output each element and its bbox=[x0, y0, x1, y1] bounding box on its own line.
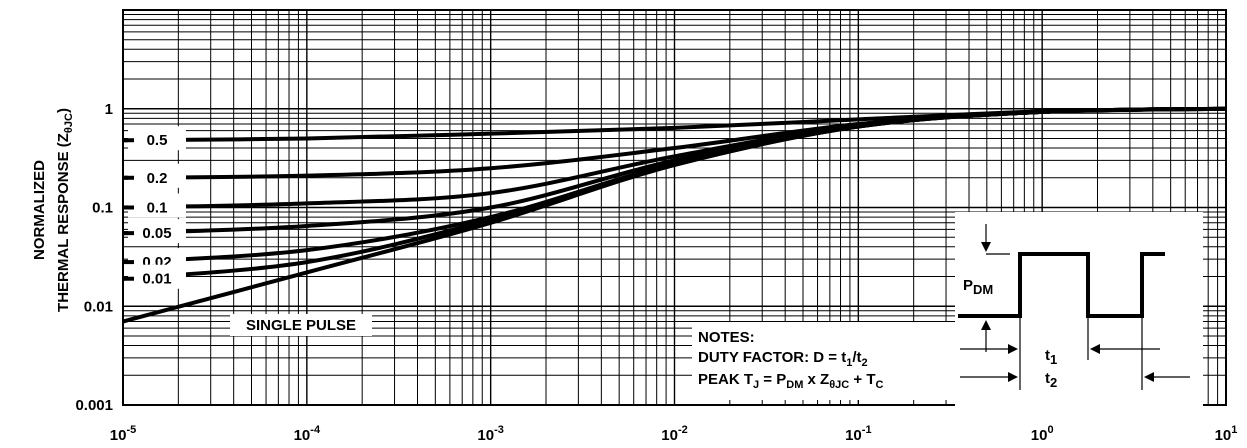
x-tick-label: 10-3 bbox=[477, 424, 503, 444]
duty-text: DUTY FACTOR: D = t bbox=[698, 349, 846, 366]
duty-sub2: 2 bbox=[862, 357, 868, 369]
x-tick-exp: -1 bbox=[862, 424, 872, 436]
x-tick-exp: 1 bbox=[1231, 424, 1237, 436]
x-tick-exp: -4 bbox=[310, 424, 321, 436]
x-tick-exp: -5 bbox=[126, 424, 136, 436]
y-tick-label: 0.001 bbox=[75, 397, 113, 414]
pdm-label: PDM bbox=[963, 277, 993, 297]
t1-arrowhead-right bbox=[1090, 344, 1100, 354]
pdm-arrowhead-up bbox=[981, 320, 991, 330]
peak-s2: DM bbox=[786, 379, 803, 391]
x-tick-label: 101 bbox=[1215, 424, 1238, 444]
pdm-arrowhead-down bbox=[981, 242, 991, 252]
x-tick-exp: -2 bbox=[678, 424, 688, 436]
series-label: 0.05 bbox=[142, 225, 171, 242]
x-tick-base: 10 bbox=[845, 427, 862, 444]
notes-peak-tj: PEAK TJ = PDM x ZθJC + TC bbox=[698, 371, 883, 391]
duty-mid: /t bbox=[852, 349, 861, 366]
series-label-bg bbox=[128, 193, 186, 218]
series-label: 0.5 bbox=[147, 132, 168, 149]
x-tick-exp: 0 bbox=[1047, 424, 1053, 436]
series-label-bg bbox=[128, 163, 186, 188]
x-tick-exp: -3 bbox=[494, 424, 504, 436]
x-tick-label: 10-5 bbox=[110, 424, 136, 444]
x-tick-base: 10 bbox=[1215, 427, 1232, 444]
series-label: 0.1 bbox=[147, 200, 168, 217]
t2-sub: 2 bbox=[1050, 375, 1057, 390]
peak-t2: = P bbox=[759, 371, 786, 388]
x-tick-label: 100 bbox=[1031, 424, 1054, 444]
series-label: 0.01 bbox=[142, 271, 171, 288]
series-label: 0.2 bbox=[147, 170, 168, 187]
t1-label: t1 bbox=[1045, 347, 1057, 367]
series-label-bg bbox=[128, 264, 186, 289]
ylabel-line1: NORMALIZED bbox=[31, 160, 48, 260]
series-label-bg bbox=[128, 126, 186, 151]
t2-main: t bbox=[1045, 370, 1050, 387]
t2-arrowhead-right bbox=[1144, 372, 1154, 382]
x-tick-base: 10 bbox=[661, 427, 678, 444]
pdm-sub: DM bbox=[973, 282, 993, 297]
y-tick-label: 0.01 bbox=[84, 298, 113, 315]
pulse-inset: PDM t1 t2 bbox=[955, 212, 1203, 407]
t1-arrowhead-left bbox=[1008, 344, 1018, 354]
peak-t4: + T bbox=[849, 371, 875, 388]
peak-t3: x Z bbox=[803, 371, 829, 388]
peak-s4: C bbox=[875, 379, 883, 391]
notes-box: NOTES: DUTY FACTOR: D = t1/t2 PEAK TJ = … bbox=[692, 322, 955, 400]
x-tick-base: 10 bbox=[477, 427, 494, 444]
pulse-waveform bbox=[958, 252, 1165, 318]
notes-background bbox=[692, 322, 955, 400]
ylabel-sub: θJC bbox=[63, 113, 75, 133]
y-tick-label: 1 bbox=[105, 101, 113, 118]
peak-t1: PEAK T bbox=[698, 371, 753, 388]
x-tick-base: 10 bbox=[110, 427, 127, 444]
pdm-main: P bbox=[963, 277, 973, 294]
ylabel-main: THERMAL RESPONSE (Z bbox=[55, 133, 72, 312]
inset-background bbox=[955, 212, 1203, 407]
series-label-single-pulse: SINGLE PULSE bbox=[246, 317, 356, 334]
notes-heading: NOTES: bbox=[698, 329, 755, 346]
x-tick-label: 10-4 bbox=[294, 424, 321, 444]
t2-arrowhead-left bbox=[1008, 372, 1018, 382]
x-tick-label: 10-1 bbox=[845, 424, 871, 444]
single-pulse-label-bg bbox=[230, 314, 372, 336]
notes-duty-factor: DUTY FACTOR: D = t1/t2 bbox=[698, 349, 868, 369]
series-line-7 bbox=[122, 106, 1227, 324]
ylabel-line2: THERMAL RESPONSE (ZθJC) bbox=[55, 108, 75, 312]
x-tick-base: 10 bbox=[1031, 427, 1048, 444]
peak-s1: J bbox=[753, 379, 759, 391]
series-label-bg bbox=[128, 219, 186, 244]
t1-main: t bbox=[1045, 347, 1050, 364]
t1-sub: 1 bbox=[1050, 352, 1057, 367]
ylabel-end: ) bbox=[55, 108, 72, 113]
curves bbox=[122, 106, 1227, 324]
duty-sub1: 1 bbox=[846, 357, 852, 369]
x-tick-label: 10-2 bbox=[661, 424, 687, 444]
y-tick-label: 0.1 bbox=[92, 200, 113, 217]
t2-label: t2 bbox=[1045, 370, 1057, 390]
peak-s3: θJC bbox=[829, 379, 849, 391]
x-tick-base: 10 bbox=[294, 427, 311, 444]
